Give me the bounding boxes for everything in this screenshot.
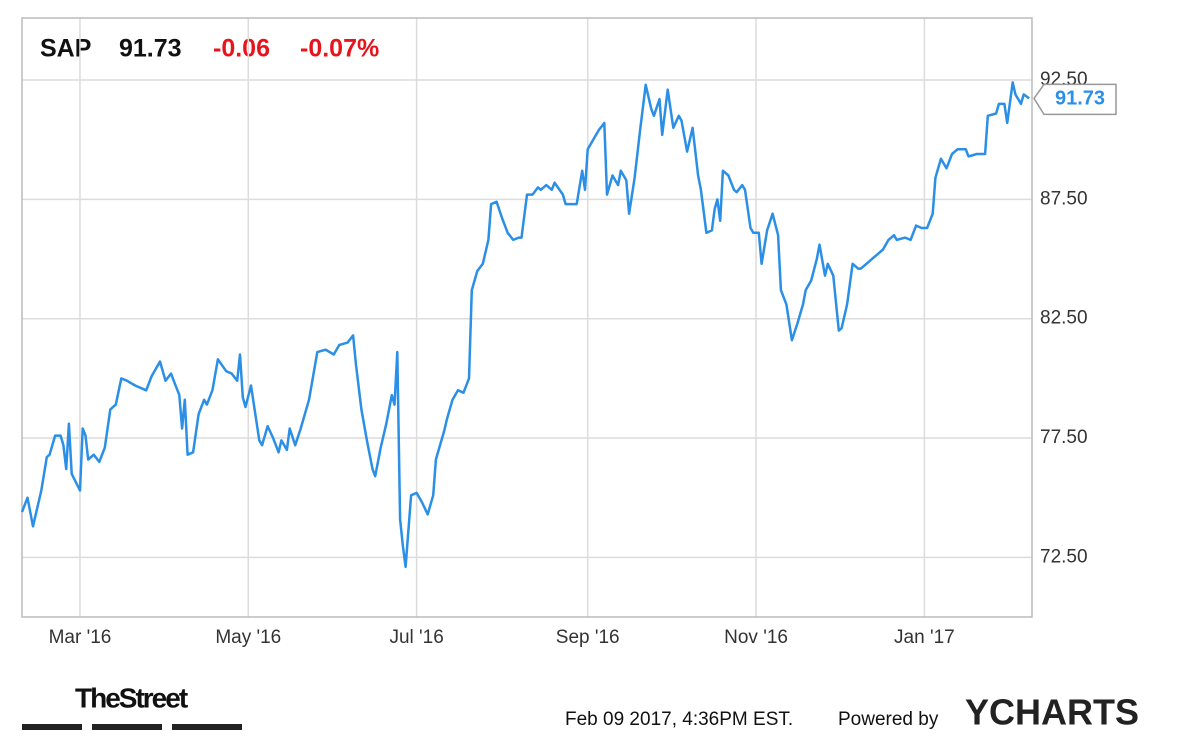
publisher: TheStreet	[75, 682, 188, 713]
x-tick-label: May '16	[215, 627, 281, 648]
logo-bar	[22, 724, 82, 730]
logo-bar	[172, 724, 242, 730]
ticker: SAP	[40, 35, 91, 63]
plot-border	[21, 17, 1033, 618]
publisher-logo: TheStreet	[22, 682, 242, 730]
logo-bar	[92, 724, 162, 730]
x-tick-label: Mar '16	[49, 627, 112, 648]
change: -0.06	[213, 35, 270, 63]
price-line	[20, 81, 1030, 569]
y-tick-label: 72.50	[1040, 546, 1088, 567]
change-pct: -0.07%	[300, 35, 379, 63]
timestamp: Feb 09 2017, 4:36PM EST.	[565, 709, 793, 730]
brand: YCHARTS	[965, 692, 1139, 733]
last-value-box	[1033, 83, 1117, 116]
x-tick-label: Nov '16	[724, 627, 788, 648]
x-tick-label: Jul '16	[389, 627, 443, 648]
last-value-label: 91.73	[1055, 88, 1105, 110]
y-tick-label: 87.50	[1040, 188, 1088, 209]
price: 91.73	[119, 35, 182, 63]
powered-by: Powered by	[838, 709, 939, 730]
x-tick-label: Jan '17	[894, 627, 955, 648]
x-tick-label: Sep '16	[556, 627, 620, 648]
y-tick-label: 77.50	[1040, 427, 1088, 448]
y-tick-label: 82.50	[1040, 308, 1088, 329]
